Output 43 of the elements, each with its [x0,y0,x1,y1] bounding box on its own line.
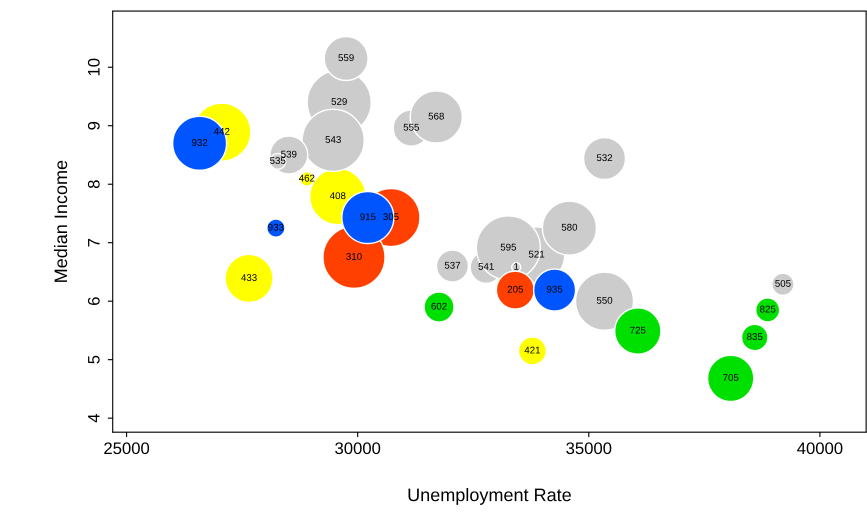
annotation: 568 [428,112,444,120]
x-tick-label: 25000 [104,442,150,454]
annotation: 421 [524,346,540,354]
y-tick-label: 4 [88,414,100,422]
y-tick-label: 10 [88,58,100,76]
annotation: 537 [444,262,460,269]
y-tick-label: 9 [88,122,100,130]
annotation: 535 [270,157,286,164]
y-tick-label: 6 [88,297,100,305]
annotation: 595 [500,244,516,251]
annotation: 555 [404,124,420,131]
annotation: 915 [360,213,376,220]
annotation: 310 [346,253,362,260]
annotation: 541 [478,263,494,270]
annotation: 521 [528,250,544,258]
annotation: 705 [723,374,738,381]
annotation: 602 [431,302,447,310]
annotation: 580 [562,224,578,231]
x-tick-label: 30000 [335,442,380,454]
x-tick-label: 35000 [566,442,612,454]
annotation: 408 [330,192,346,200]
annotation: 205 [508,286,524,293]
annotation: 935 [546,286,562,293]
x-tick-label: 40000 [797,442,842,454]
y-tick-label: 7 [88,238,100,246]
annotation: 529 [331,98,347,105]
annotation: 543 [325,136,341,143]
annotation: 835 [747,333,762,340]
x-axis-title: Unemployment Rate [408,488,571,505]
y-axis-title: Median Income [54,160,68,282]
annotation: 825 [760,306,776,313]
annotation: 932 [192,139,208,146]
annotation: 725 [630,326,646,334]
annotation: 550 [596,296,612,304]
annotation: 505 [775,280,791,287]
annotation: 532 [596,154,612,162]
annotation: 433 [241,274,257,281]
annotation: 539 [281,150,296,158]
y-tick-label: 5 [88,356,100,364]
y-tick-label: 8 [88,180,100,188]
annotation: 559 [338,54,354,62]
annotation: 933 [268,224,284,231]
annotation: 1 [514,263,518,270]
